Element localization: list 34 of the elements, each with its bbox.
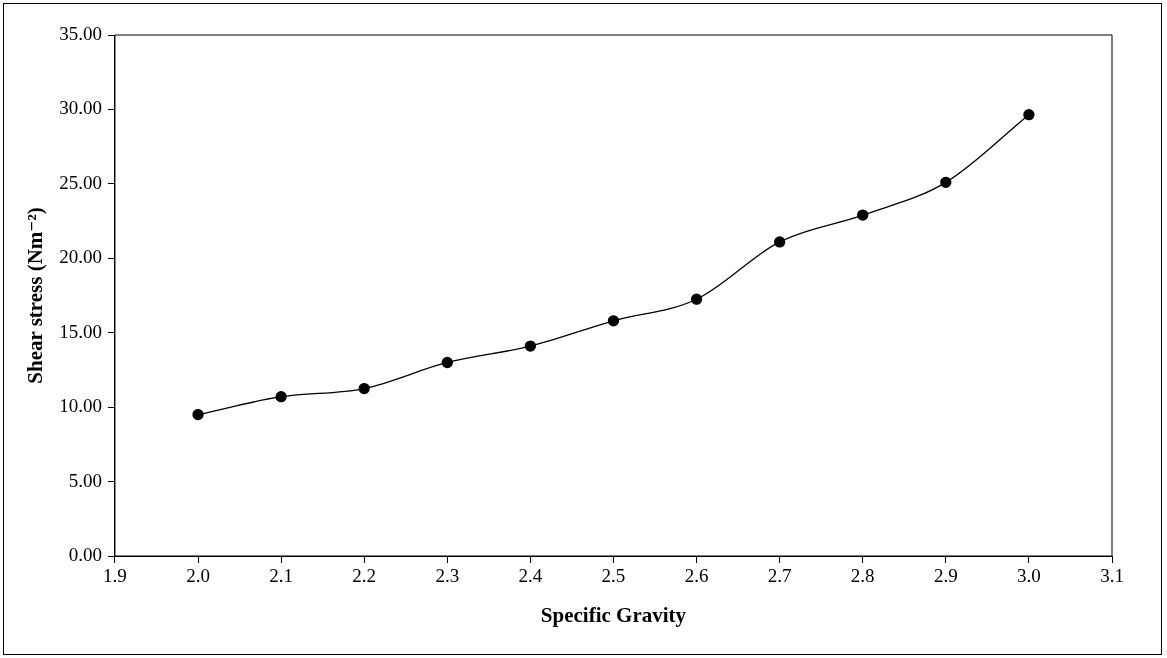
point: [940, 176, 952, 189]
x-tick-label: 2.5: [601, 565, 626, 587]
y-tick-label: 15.00: [59, 320, 102, 342]
y-tick-label: 30.00: [59, 97, 102, 119]
x-tick-label: 2.6: [684, 565, 709, 587]
point: [857, 209, 869, 221]
x-tick-label: 2.0: [186, 565, 210, 587]
x-tick-label: 2.2: [352, 565, 377, 587]
point: [524, 340, 537, 352]
y-tick-label: 5.00: [68, 469, 102, 491]
x-tick-label: 2.8: [850, 565, 875, 587]
point: [774, 236, 786, 248]
point: [690, 293, 703, 305]
x-tick-label: 2.9: [933, 565, 958, 587]
y-tick-label: 10.00: [59, 395, 102, 417]
x-tick-label: 2.3: [435, 565, 460, 587]
x-tick-label: 3.0: [1017, 565, 1041, 587]
point: [607, 315, 620, 327]
y-tick-label: 35.00: [59, 22, 102, 44]
point: [441, 356, 453, 369]
point: [358, 382, 370, 395]
y-tick-label: 0.00: [68, 543, 102, 565]
y-axis-title: Shear stress (Nm⁻²): [23, 207, 48, 384]
x-tick-label: 2.4: [518, 565, 543, 587]
y-tick-label: 25.00: [59, 171, 102, 193]
point: [275, 391, 287, 403]
x-tick-label: 1.9: [103, 565, 127, 587]
point: [192, 408, 204, 421]
x-tick-label: 2.7: [767, 565, 792, 587]
y-tick-label: 20.00: [59, 246, 102, 268]
x-tick-label: 3.1: [1100, 565, 1124, 587]
x-axis-title: Specific Gravity: [540, 602, 687, 627]
x-tick-label: 2.1: [269, 565, 293, 587]
point: [1023, 108, 1035, 121]
